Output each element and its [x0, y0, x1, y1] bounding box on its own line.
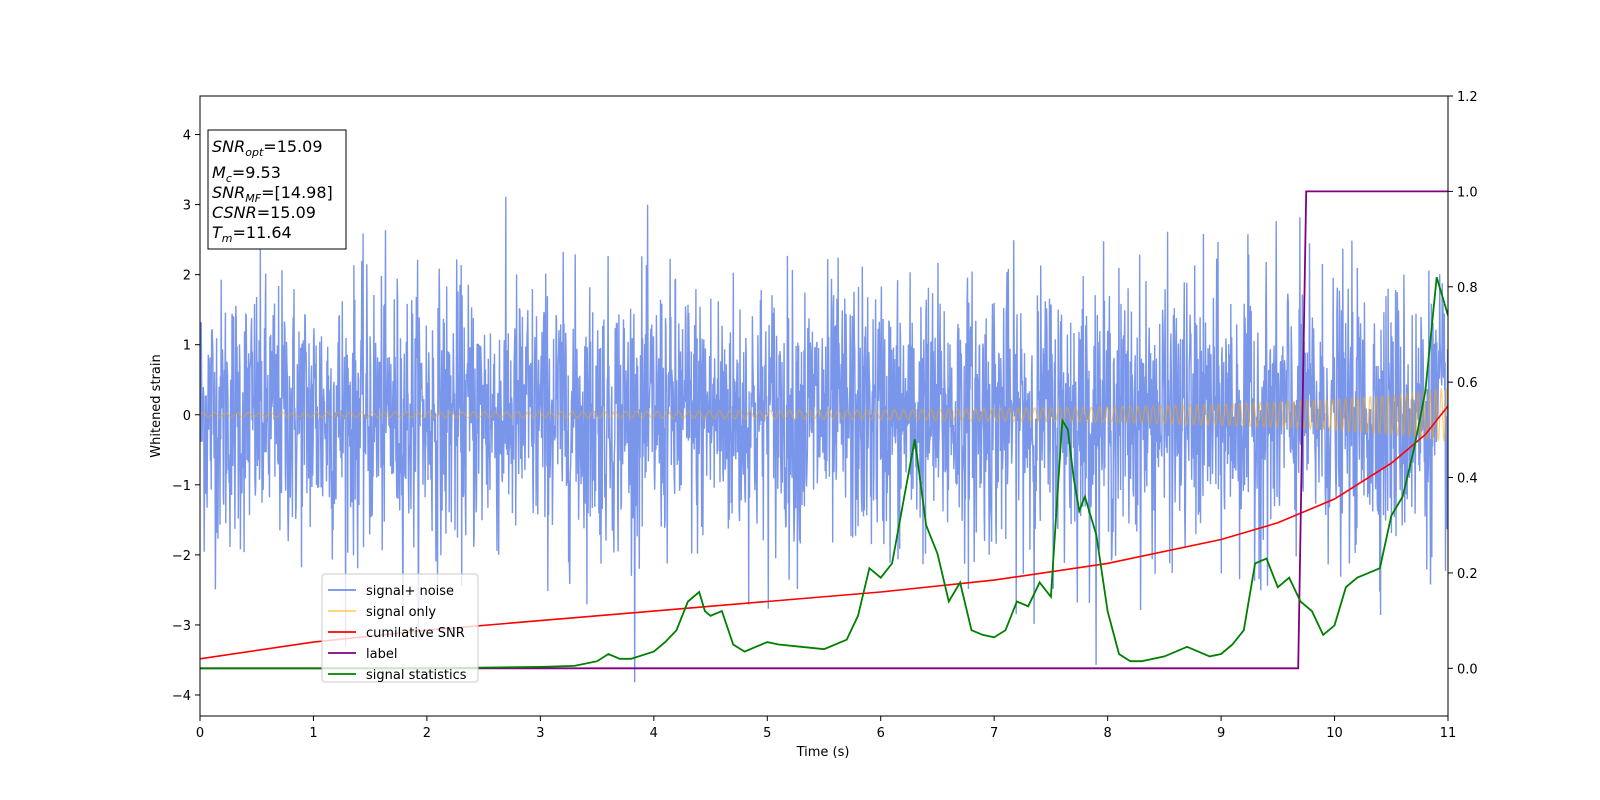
y-left-tick-label: 4: [183, 129, 191, 144]
annotation-var: SNR: [212, 137, 245, 156]
y-axis-label: Whitened strain: [149, 354, 164, 457]
series-signal-statistics: [200, 276, 1448, 670]
annotation-var: T: [212, 223, 223, 242]
annotation-subscript: MF: [245, 192, 261, 205]
annotation-box: SNRopt=15.09Mc=9.53SNRMF=[14.98]CSNR=15.…: [207, 129, 347, 250]
x-axis: 0 1 2 3 4 5 6 7 8 9 10 11: [196, 716, 1456, 741]
annotation-value: =15.09: [257, 203, 316, 222]
y-right-tick-label: 0.4: [1457, 472, 1478, 487]
series-label: [200, 190, 1448, 670]
y-left-tick-label: 3: [183, 199, 191, 214]
y-left-tick-label: 1: [183, 339, 191, 354]
x-tick-label: 7: [990, 726, 998, 741]
x-tick-label: 9: [1217, 726, 1225, 741]
annotation-subscript: c: [226, 172, 232, 185]
plot-frame: [199, 95, 1449, 717]
annotation-line: SNRopt=15.09: [212, 137, 323, 159]
annotation-var: M: [212, 163, 226, 182]
series-signal-noise: [200, 196, 1448, 683]
annotation-frame: [207, 129, 347, 250]
x-tick-label: 11: [1440, 726, 1457, 741]
legend-label: cumilative SNR: [366, 626, 465, 641]
x-tick-label: 2: [423, 726, 431, 741]
y-right-tick-label: 0.2: [1457, 567, 1478, 582]
annotation-value: =11.64: [233, 223, 292, 242]
legend-frame: [321, 573, 479, 683]
series-signal-only: [200, 386, 1448, 442]
annotation-value: =9.53: [232, 163, 281, 182]
y-right-tick-label: 0.0: [1457, 662, 1478, 677]
annotation-subscript: m: [222, 232, 233, 245]
legend-label: signal statistics: [366, 668, 467, 683]
annotation-var: CSNR: [212, 203, 257, 222]
y-right-tick-label: 1.2: [1457, 90, 1478, 105]
annotation-value: =[14.98]: [261, 183, 333, 202]
x-tick-label: 3: [536, 726, 544, 741]
x-tick-label: 1: [309, 726, 317, 741]
y-left-tick-label: −2: [172, 549, 191, 564]
y-left-tick-label: 2: [183, 269, 191, 284]
annotation-subscript: opt: [245, 146, 264, 159]
annotation-line: SNRMF=[14.98]: [212, 183, 333, 205]
y-right-tick-label: 0.6: [1457, 376, 1478, 391]
annotation-line: CSNR=15.09: [212, 203, 316, 222]
annotation-line: Mc=9.53: [212, 163, 281, 185]
y-left-tick-label: −1: [172, 479, 191, 494]
x-tick-label: 8: [1103, 726, 1111, 741]
y-left-tick-label: −3: [172, 619, 191, 634]
x-tick-label: 6: [877, 726, 885, 741]
y-axis-right: 0.0 0.2 0.4 0.6 0.8 1.0 1.2: [1448, 90, 1478, 677]
annotation-line: Tm=11.64: [212, 223, 292, 245]
x-tick-label: 4: [650, 726, 658, 741]
annotation-value: =15.09: [263, 137, 322, 156]
legend: signal+ noise signal only cumilative SNR la…: [321, 573, 479, 683]
y-right-tick-label: 0.8: [1457, 281, 1478, 296]
x-tick-label: 10: [1326, 726, 1343, 741]
annotation-var: SNR: [212, 183, 245, 202]
y-left-tick-label: 0: [183, 409, 191, 424]
legend-label: signal+ noise: [366, 584, 454, 599]
x-tick-label: 5: [763, 726, 771, 741]
x-tick-label: 0: [196, 726, 204, 741]
legend-label: signal only: [366, 605, 436, 620]
legend-label: label: [366, 647, 397, 662]
y-right-tick-label: 1.0: [1457, 185, 1478, 200]
x-axis-label: Time (s): [796, 745, 850, 760]
y-left-tick-label: −4: [172, 689, 191, 704]
y-axis-left: −4 −3 −2 −1 0 1 2 3 4: [172, 129, 200, 704]
